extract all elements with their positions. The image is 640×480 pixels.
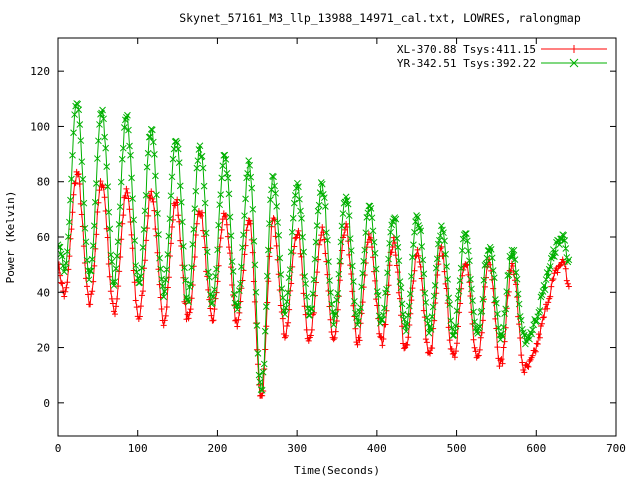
legend-label-xl: XL-370.88 Tsys:411.15 <box>397 43 536 56</box>
series-layer <box>58 100 573 399</box>
legend-marker-1 <box>569 58 579 68</box>
chart-title: Skynet_57161_M3_llp_13988_14971_cal.txt,… <box>179 11 581 25</box>
x-axis-label: Time(Seconds) <box>294 464 380 477</box>
x-tick-label: 0 <box>55 442 62 455</box>
x-tick-label: 400 <box>367 442 387 455</box>
legend-marker-0 <box>570 45 578 53</box>
y-tick-label: 60 <box>37 231 50 244</box>
x-tick-label: 700 <box>606 442 626 455</box>
series-markers-0 <box>58 168 572 399</box>
y-tick-label: 20 <box>37 342 50 355</box>
series-marker-path-0 <box>58 168 572 399</box>
y-tick-label: 100 <box>30 120 50 133</box>
x-tick-label: 200 <box>207 442 227 455</box>
series-line-0 <box>58 171 570 397</box>
x-tick-label: 100 <box>128 442 148 455</box>
y-tick-label: 80 <box>37 176 50 189</box>
legend: XL-370.88 Tsys:411.15 YR-342.51 Tsys:392… <box>397 43 607 70</box>
series-marker-path-1 <box>58 100 573 394</box>
x-tick-label: 600 <box>526 442 546 455</box>
y-axis-label: Power (Kelvin) <box>4 191 17 284</box>
legend-label-yr: YR-342.51 Tsys:392.22 <box>397 57 536 70</box>
x-tick-label: 300 <box>287 442 307 455</box>
y-tick-label: 40 <box>37 286 50 299</box>
y-tick-label: 0 <box>43 397 50 410</box>
y-tick-label: 120 <box>30 65 50 78</box>
series-markers-1 <box>58 100 573 394</box>
plot-frame <box>57 37 617 437</box>
series-line-1 <box>58 102 570 392</box>
x-tick-label: 500 <box>447 442 467 455</box>
axis-layer: 0 100 200 300 400 500 600 700 0 20 40 60 80 100 120 <box>30 38 626 455</box>
